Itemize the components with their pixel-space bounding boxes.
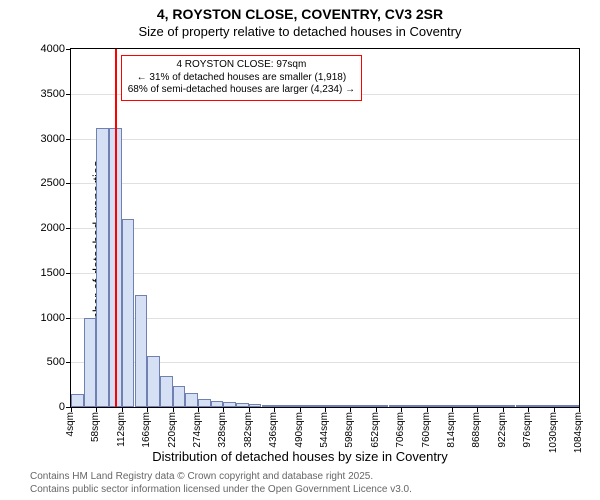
histogram-bar xyxy=(173,386,186,407)
histogram-bar xyxy=(262,405,275,408)
xtick-label: 112sqm xyxy=(116,412,127,447)
xtick-label: 706sqm xyxy=(395,412,406,448)
xtick-label: 922sqm xyxy=(497,412,508,448)
ytick-mark xyxy=(66,139,71,140)
xtick-label: 976sqm xyxy=(522,412,533,448)
ytick-label: 2000 xyxy=(41,222,65,234)
plot-area: 050010001500200025003000350040004sqm58sq… xyxy=(70,48,580,408)
histogram-bar xyxy=(452,405,465,407)
xtick-label: 1030sqm xyxy=(548,412,559,453)
histogram-bar xyxy=(236,403,249,407)
marker-line xyxy=(115,49,117,407)
histogram-bar xyxy=(350,405,363,407)
histogram-bar xyxy=(223,402,236,407)
xtick-label: 274sqm xyxy=(192,412,203,448)
xtick-label: 4sqm xyxy=(65,412,76,436)
histogram-bar xyxy=(198,399,211,408)
histogram-bar xyxy=(84,318,97,408)
xtick-label: 166sqm xyxy=(141,412,152,448)
histogram-bar xyxy=(427,405,440,407)
histogram-bar xyxy=(554,405,567,407)
annotation-box: 4 ROYSTON CLOSE: 97sqm← 31% of detached … xyxy=(121,55,362,101)
xtick-label: 328sqm xyxy=(217,412,228,448)
ytick-label: 1000 xyxy=(41,312,65,324)
histogram-bar xyxy=(71,394,84,407)
histogram-bar xyxy=(477,405,490,407)
histogram-bar xyxy=(96,128,109,407)
histogram-bar xyxy=(516,405,529,407)
ytick-mark xyxy=(66,273,71,274)
annotation-line: 68% of semi-detached houses are larger (… xyxy=(128,84,355,97)
footer-line-1: Contains HM Land Registry data © Crown c… xyxy=(30,470,412,483)
ytick-label: 3500 xyxy=(41,88,65,100)
histogram-bar xyxy=(122,219,135,407)
x-axis-label: Distribution of detached houses by size … xyxy=(0,449,600,464)
annotation-line: 4 ROYSTON CLOSE: 97sqm xyxy=(128,59,355,72)
ytick-label: 500 xyxy=(47,356,65,368)
histogram-bar xyxy=(401,405,414,407)
ytick-mark xyxy=(66,49,71,50)
histogram-bar xyxy=(414,405,427,407)
xtick-label: 436sqm xyxy=(268,412,279,448)
histogram-bar xyxy=(541,405,554,407)
xtick-label: 544sqm xyxy=(319,412,330,448)
ytick-label: 1500 xyxy=(41,267,65,279)
gridline-h xyxy=(71,139,579,140)
ytick-label: 2500 xyxy=(41,177,65,189)
histogram-bar xyxy=(211,401,224,407)
xtick-label: 1084sqm xyxy=(573,412,584,453)
ytick-mark xyxy=(66,228,71,229)
chart-title-sub: Size of property relative to detached ho… xyxy=(0,24,600,39)
xtick-label: 652sqm xyxy=(370,412,381,448)
gridline-h xyxy=(71,183,579,184)
ytick-label: 4000 xyxy=(41,43,65,55)
ytick-mark xyxy=(66,94,71,95)
xtick-label: 490sqm xyxy=(294,412,305,448)
annotation-line: ← 31% of detached houses are smaller (1,… xyxy=(128,72,355,85)
histogram-bar xyxy=(287,405,300,407)
chart-title-main: 4, ROYSTON CLOSE, COVENTRY, CV3 2SR xyxy=(0,6,600,22)
gridline-h xyxy=(71,273,579,274)
histogram-bar xyxy=(274,405,287,407)
histogram-bar xyxy=(312,405,325,407)
histogram-bar xyxy=(147,356,160,407)
histogram-bar xyxy=(160,376,173,407)
histogram-bar xyxy=(300,405,313,407)
histogram-bar xyxy=(338,405,351,407)
chart-container: 4, ROYSTON CLOSE, COVENTRY, CV3 2SR Size… xyxy=(0,0,600,500)
xtick-label: 220sqm xyxy=(167,412,178,448)
ytick-label: 3000 xyxy=(41,133,65,145)
xtick-label: 58sqm xyxy=(90,412,101,442)
histogram-bar xyxy=(249,404,262,407)
histogram-bar xyxy=(465,405,478,407)
histogram-bar xyxy=(503,405,516,407)
histogram-bar xyxy=(439,405,452,407)
histogram-bar xyxy=(185,393,198,407)
ytick-mark xyxy=(66,362,71,363)
xtick-label: 814sqm xyxy=(446,412,457,448)
xtick-label: 598sqm xyxy=(344,412,355,448)
xtick-label: 382sqm xyxy=(243,412,254,448)
footer-attribution: Contains HM Land Registry data © Crown c… xyxy=(30,470,412,496)
histogram-bar xyxy=(566,405,579,407)
footer-line-2: Contains public sector information licen… xyxy=(30,483,412,496)
histogram-bar xyxy=(376,405,389,407)
xtick-label: 868sqm xyxy=(471,412,482,448)
histogram-bar xyxy=(325,405,338,407)
histogram-bar xyxy=(389,405,402,407)
xtick-label: 760sqm xyxy=(421,412,432,448)
histogram-bar xyxy=(490,405,503,407)
histogram-bar xyxy=(528,405,541,407)
gridline-h xyxy=(71,318,579,319)
ytick-mark xyxy=(66,318,71,319)
gridline-h xyxy=(71,228,579,229)
histogram-bar xyxy=(363,405,376,407)
histogram-bar xyxy=(135,295,148,407)
ytick-mark xyxy=(66,183,71,184)
